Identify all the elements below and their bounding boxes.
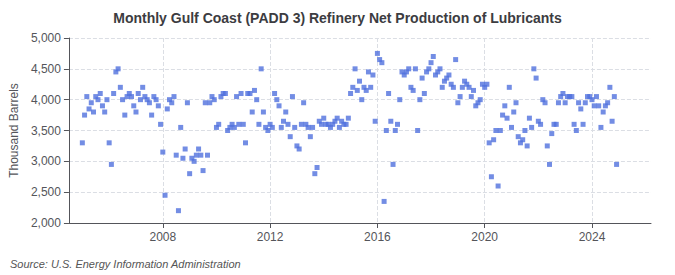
svg-text:2020: 2020	[471, 230, 498, 244]
svg-text:3,500: 3,500	[31, 124, 61, 138]
svg-text:2024: 2024	[579, 230, 606, 244]
svg-text:Source: U.S. Energy Informatio: Source: U.S. Energy Information Administ…	[10, 258, 241, 270]
svg-text:Monthly Gulf Coast (PADD 3) Re: Monthly Gulf Coast (PADD 3) Refinery Net…	[113, 10, 562, 26]
svg-text:2012: 2012	[257, 230, 284, 244]
svg-text:5,000: 5,000	[31, 31, 61, 45]
svg-text:2,000: 2,000	[31, 216, 61, 230]
svg-text:Thousand Barrels: Thousand Barrels	[7, 83, 21, 178]
svg-text:2008: 2008	[149, 230, 176, 244]
svg-text:4,000: 4,000	[31, 93, 61, 107]
svg-text:4,500: 4,500	[31, 62, 61, 76]
svg-text:2016: 2016	[364, 230, 391, 244]
svg-text:3,000: 3,000	[31, 154, 61, 168]
svg-text:2,500: 2,500	[31, 185, 61, 199]
